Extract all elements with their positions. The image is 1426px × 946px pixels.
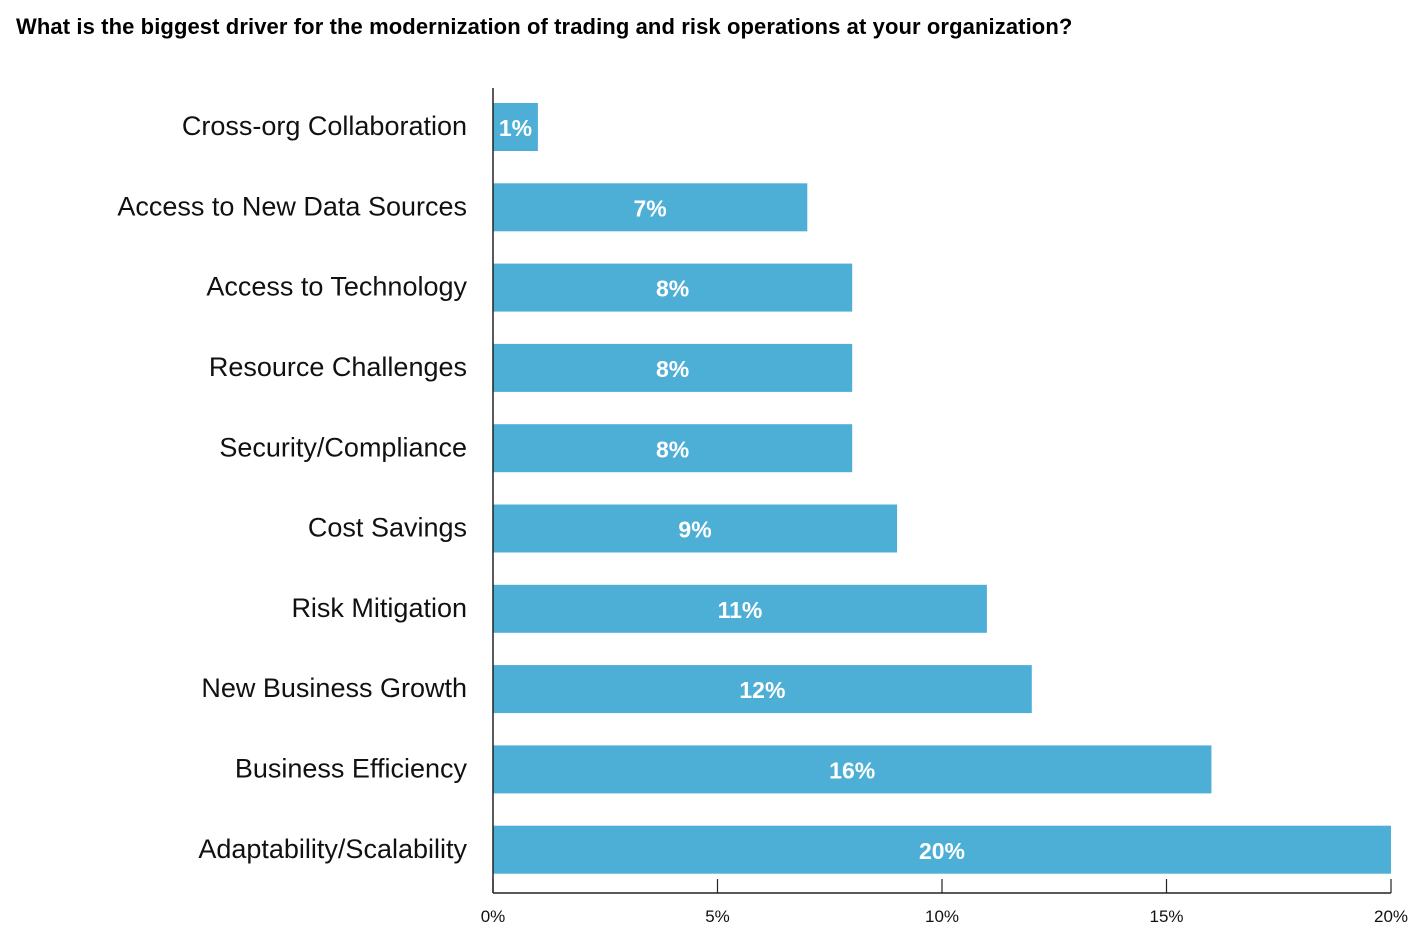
data-label: 9%: [678, 517, 711, 543]
data-label: 1%: [499, 115, 532, 141]
x-axis: 0% 5% 10% 15% 20%: [481, 88, 1408, 926]
category-label: Security/Compliance: [219, 432, 467, 462]
data-label: 7%: [634, 195, 667, 221]
bar: [493, 343, 853, 392]
data-label: 8%: [656, 436, 689, 462]
category-label: Business Efficiency: [235, 754, 468, 784]
data-label: 16%: [829, 757, 875, 783]
category-label: Adaptability/Scalability: [198, 834, 467, 864]
bars-group: Cross-org Collaboration 1% Access to New D…: [117, 103, 1391, 874]
bar: [493, 584, 987, 633]
bar: [493, 745, 1212, 794]
data-label: 11%: [718, 597, 763, 623]
category-label: Risk Mitigation: [291, 593, 467, 623]
category-label: Access to New Data Sources: [117, 191, 467, 221]
category-label: Cost Savings: [308, 513, 467, 543]
bar: [493, 183, 808, 232]
chart-title: What is the biggest driver for the moder…: [16, 14, 1073, 39]
bar: [493, 504, 898, 553]
x-tick-label: 10%: [925, 907, 959, 926]
x-tick-label: 5%: [705, 907, 730, 926]
x-tick-label: 15%: [1149, 907, 1183, 926]
data-label: 12%: [739, 677, 785, 703]
bar: [493, 665, 1032, 714]
bar: [493, 825, 1391, 874]
bar: [493, 263, 853, 312]
category-label: New Business Growth: [201, 673, 467, 703]
data-label: 8%: [656, 356, 689, 382]
category-label: Resource Challenges: [209, 352, 467, 382]
category-label: Cross-org Collaboration: [182, 111, 467, 141]
data-label: 20%: [919, 838, 965, 864]
bar: [493, 103, 538, 151]
category-label: Access to Technology: [206, 272, 467, 302]
data-label: 8%: [656, 276, 689, 302]
bar: [493, 424, 853, 473]
x-tick-label: 20%: [1374, 907, 1408, 926]
x-tick-label: 0%: [481, 907, 506, 926]
